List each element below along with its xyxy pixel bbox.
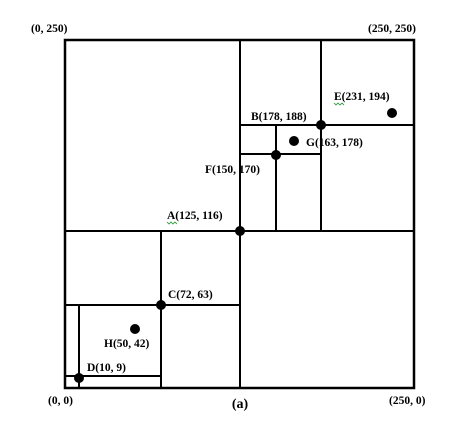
point-a-marker <box>235 226 245 236</box>
corner-label-bottom-right: (250, 0) <box>389 395 426 407</box>
corner-label-top-right: (250, 250) <box>368 23 416 35</box>
corner-label-top-left: (0, 250) <box>31 23 68 35</box>
spellcheck-squiggle-a <box>166 221 178 225</box>
point-g-label: G(163, 178) <box>306 137 363 149</box>
point-f-label: F(150, 170) <box>205 164 260 176</box>
point-c-marker <box>156 300 166 310</box>
figure-caption: (a) <box>232 397 249 412</box>
point-h-marker <box>130 324 140 334</box>
point-e-marker <box>387 108 397 118</box>
corner-label-bottom-left: (0, 0) <box>48 395 73 407</box>
point-c-label: C(72, 63) <box>168 289 213 301</box>
spellcheck-squiggle-e <box>333 102 345 106</box>
point-b-marker <box>316 120 326 130</box>
point-a-label: A(125, 116) <box>167 210 223 222</box>
point-b-label: B(178, 188) <box>251 111 307 123</box>
point-f-marker <box>271 150 281 160</box>
point-e-label: E(231, 194) <box>334 91 390 103</box>
point-d-marker <box>74 373 84 383</box>
point-h-label: H(50, 42) <box>104 338 150 350</box>
point-d-label: D(10, 9) <box>87 362 126 374</box>
point-g-marker <box>289 136 299 146</box>
